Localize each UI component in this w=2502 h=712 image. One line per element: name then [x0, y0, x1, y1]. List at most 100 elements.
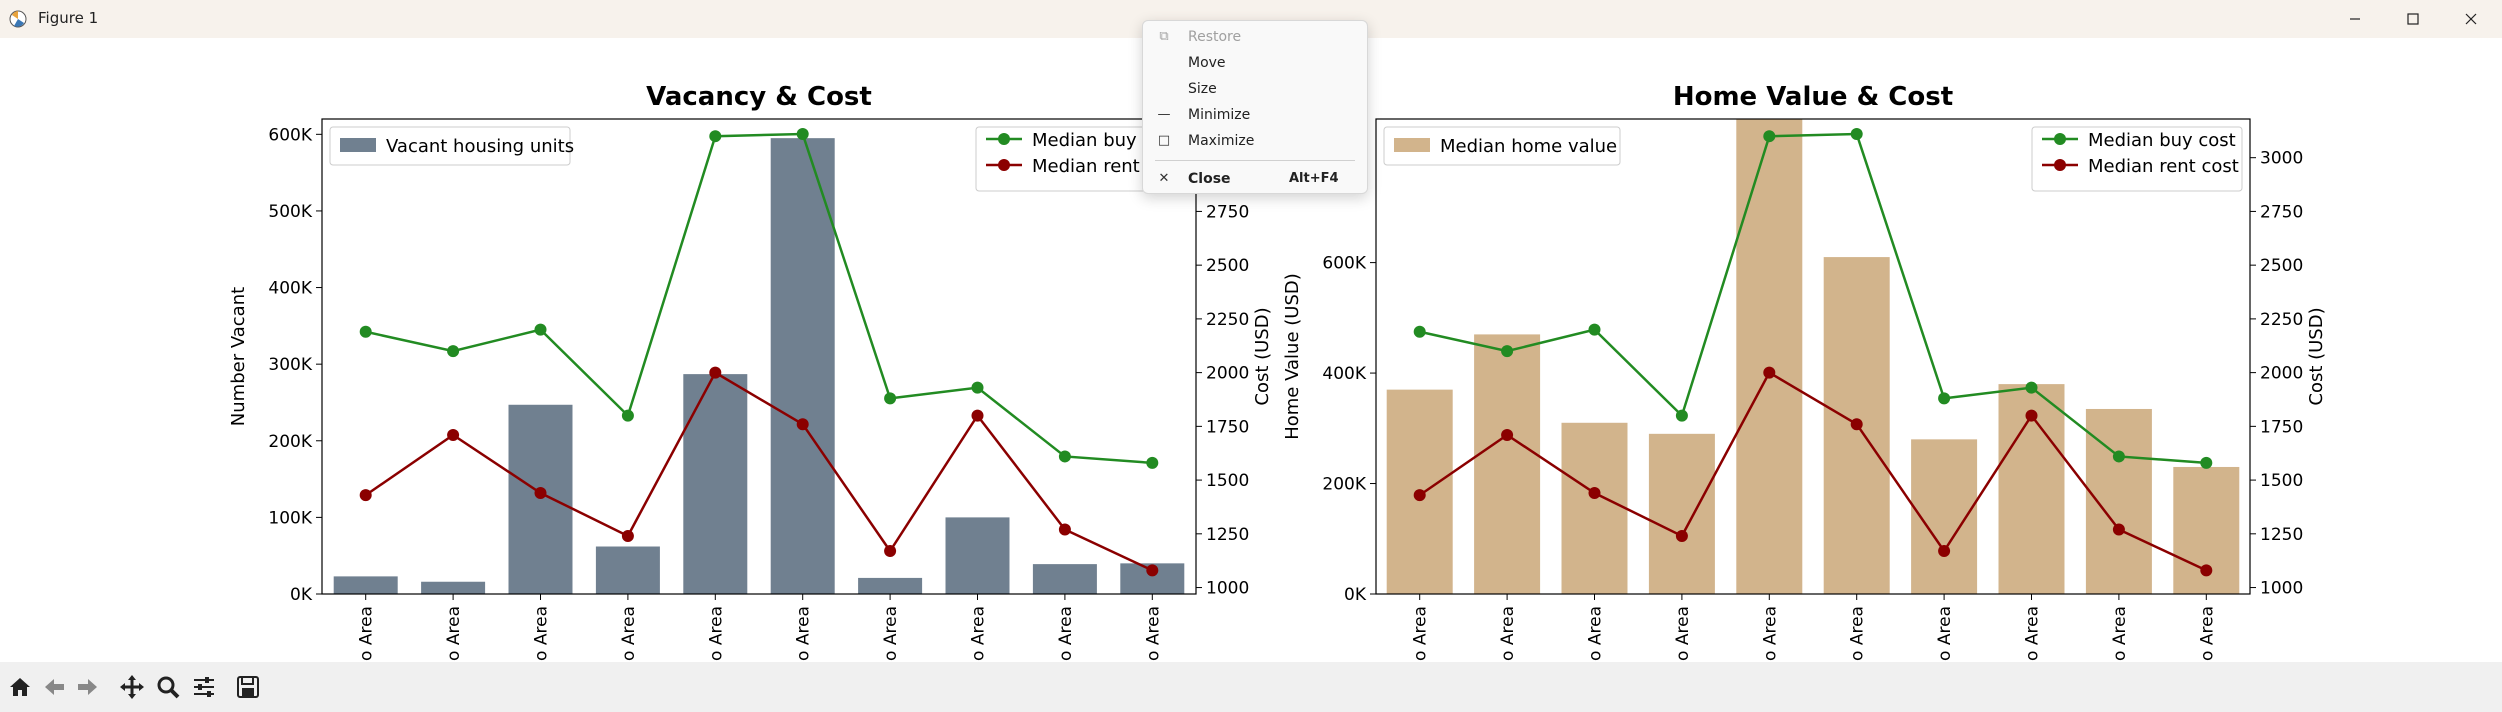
x-tick-label: o Area [1143, 606, 1163, 661]
minimize-icon: — [1157, 107, 1171, 122]
y-tick-label: 200K [268, 432, 312, 452]
menu-item-maximize[interactable]: □ Maximize [1143, 129, 1367, 155]
x-tick-label: o Area [1673, 606, 1693, 661]
legend-label: Median rent [1032, 156, 1140, 177]
x-tick-label: o Area [794, 606, 814, 661]
y2-tick-label: 1500 [2260, 471, 2303, 491]
y2-tick-label: 1750 [1206, 417, 1249, 437]
configure-subplots-button[interactable] [188, 671, 220, 703]
data-point [884, 392, 897, 405]
data-point [1146, 456, 1159, 469]
pan-button[interactable] [116, 671, 148, 703]
data-point [2025, 381, 2038, 394]
legend-swatch [340, 138, 376, 152]
legend-label: Median rent cost [2088, 156, 2239, 177]
data-point [447, 345, 460, 358]
bar [421, 581, 486, 594]
data-point [621, 409, 634, 422]
plot-frame [1375, 118, 2251, 595]
plot-frame [321, 118, 1197, 595]
figure-canvas[interactable]: Vacancy & Cost 0K 100K 200K 300K 400K 500K 600K… [0, 38, 2502, 662]
legend-marker [998, 133, 1010, 145]
series-line-buy [365, 132, 1153, 465]
legend-label: Median home value [1440, 136, 1617, 157]
data-point [1675, 409, 1688, 422]
x-tick-label: o Area [706, 606, 726, 661]
data-point [1146, 564, 1159, 577]
data-point [1588, 323, 1601, 336]
data-point [2112, 450, 2125, 463]
y-tick-label: 600K [1322, 254, 1366, 274]
y2-tick-label: 1250 [2260, 525, 2303, 545]
menu-item-size[interactable]: Size [1143, 77, 1367, 103]
figure-svg: Vacancy & Cost 0K 100K 200K 300K 400K 500K 600K… [228, 82, 2327, 661]
y2-tick-label: 1000 [1206, 579, 1249, 599]
data-point [709, 130, 722, 143]
matplotlib-icon[interactable] [8, 9, 28, 29]
forward-icon [78, 679, 97, 695]
x-tick-label: o Area [357, 606, 377, 661]
y-tick-label: 200K [1322, 475, 1366, 495]
y2-tick-label: 2500 [1206, 256, 1249, 276]
y-tick-label: 0K [1344, 585, 1367, 605]
y2-tick-label: 1500 [1206, 471, 1249, 491]
menu-item-label: Size [1188, 81, 1217, 97]
menu-item-move[interactable]: Move [1143, 51, 1367, 77]
data-point [1588, 486, 1601, 499]
legend-lines: Median buy cost Median rent cost [2031, 126, 2243, 192]
maximize-icon [2407, 13, 2419, 25]
bar [858, 577, 923, 594]
series-line-rent [364, 370, 1153, 572]
bar [508, 404, 573, 594]
y-axis-label: Home Value (USD) [1282, 273, 1303, 440]
y2-axis-label: Cost (USD) [2306, 307, 2327, 405]
save-button[interactable] [232, 671, 264, 703]
bar [1736, 119, 1803, 594]
series-line-buy [1419, 132, 2207, 465]
data-point [534, 486, 547, 499]
legend-marker [998, 159, 1010, 171]
back-button[interactable] [38, 671, 70, 703]
home-icon [10, 678, 30, 696]
close-window-button[interactable] [2442, 0, 2500, 38]
bar [595, 546, 660, 594]
bar [945, 517, 1010, 594]
legend-label: Median buy c [1032, 130, 1152, 151]
series-line-rent [1418, 370, 2207, 572]
y2-tick-label: 2000 [1206, 364, 1249, 384]
minimize-icon [2350, 18, 2360, 20]
y-tick-label: 100K [268, 508, 312, 528]
y-tick-label: 400K [268, 279, 312, 299]
maximize-window-button[interactable] [2384, 0, 2442, 38]
bar [1648, 433, 1715, 594]
menu-item-restore: ⧉ Restore [1143, 25, 1367, 51]
data-point [971, 381, 984, 394]
window-system-menu: ⧉ Restore Move Size — Minimize □ Maximize ✕ Close… [1142, 20, 1368, 194]
legend-bars: Vacant housing units [329, 126, 574, 166]
y-tick-label: 500K [268, 202, 312, 222]
home-button[interactable] [4, 671, 36, 703]
data-point [1938, 392, 1951, 405]
minimize-window-button[interactable] [2326, 0, 2384, 38]
data-point [359, 325, 372, 338]
x-tick-label: o Area [1411, 606, 1431, 661]
legend-box [329, 126, 571, 166]
legend-label: Vacant housing units [386, 136, 574, 157]
x-tick-label: o Area [1848, 606, 1868, 661]
y2-tick-label: 3000 [2260, 149, 2303, 169]
bar [770, 138, 835, 594]
zoom-button[interactable] [152, 671, 184, 703]
x-tick-label: o Area [1498, 606, 1518, 661]
menu-item-minimize[interactable]: — Minimize [1143, 103, 1367, 129]
y-tick-label: 600K [268, 125, 312, 145]
menu-item-close[interactable]: ✕ Close Alt+F4 [1143, 167, 1367, 193]
data-point [1413, 489, 1426, 502]
data-point [1763, 366, 1776, 379]
menu-separator [1155, 160, 1355, 161]
menu-item-label: Maximize [1188, 133, 1255, 149]
y2-tick-label: 2750 [2260, 202, 2303, 222]
legend-swatch [1394, 138, 1430, 152]
forward-button[interactable] [72, 671, 104, 703]
y2-tick-label: 2000 [2260, 364, 2303, 384]
y2-tick-label: 2500 [2260, 256, 2303, 276]
